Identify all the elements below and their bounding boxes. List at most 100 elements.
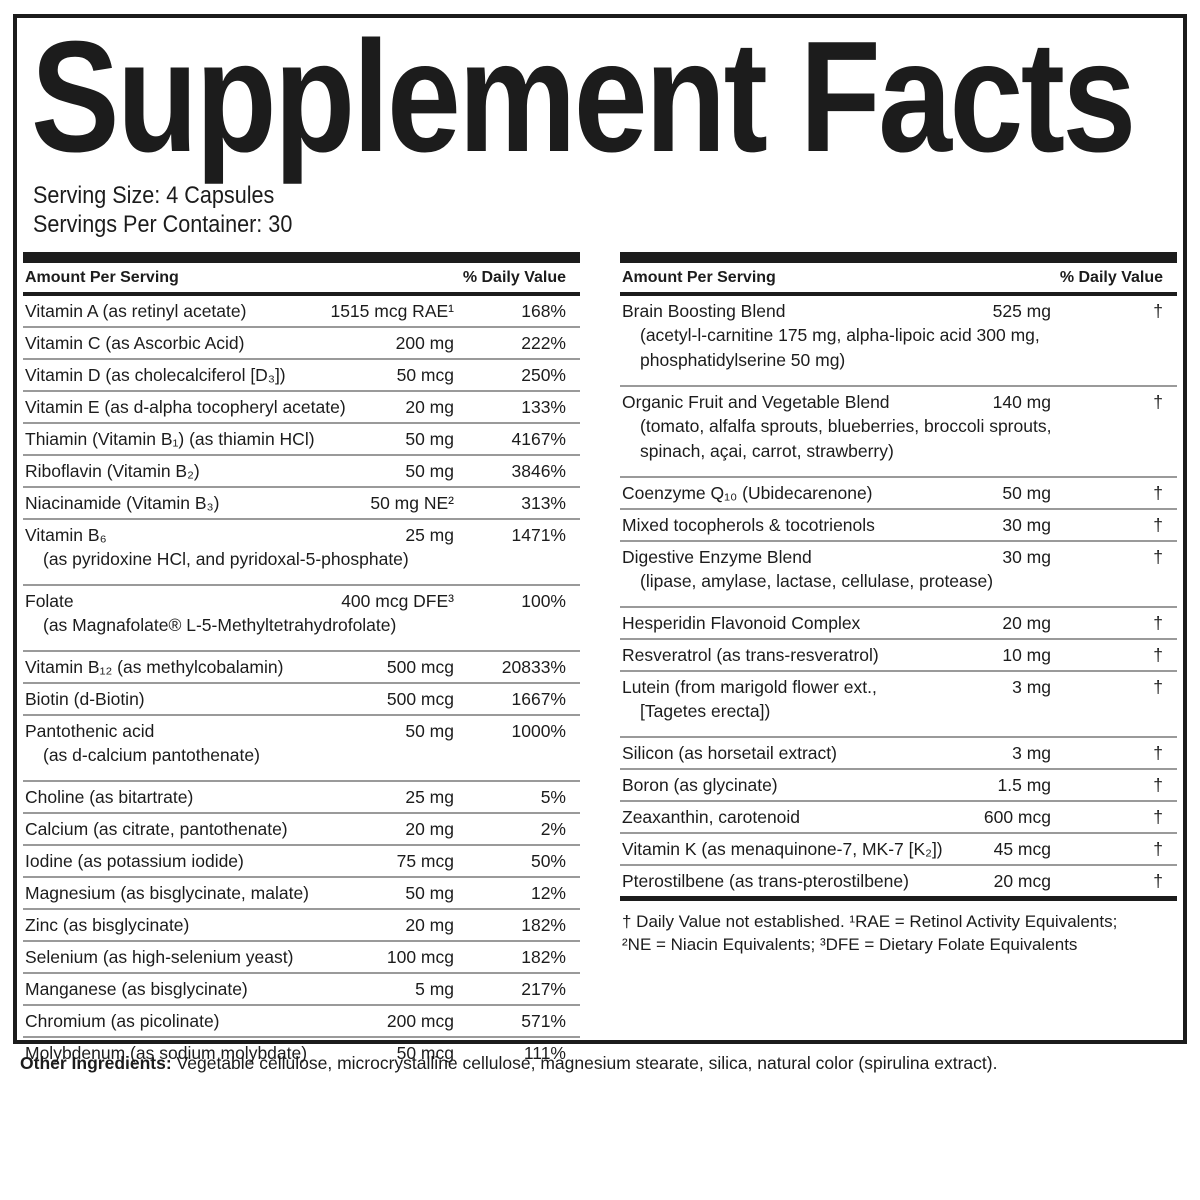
amount-value: 20 mg [405,819,454,839]
table-row: Resveratrol (as trans-resveratrol) 10 mg… [620,640,1177,672]
daily-value: 4167% [511,429,567,449]
table-row: Vitamin A (as retinyl acetate) 1515 mcg … [23,296,580,328]
daily-value: 1471% [511,525,567,545]
daily-value: 2% [540,819,566,839]
table-row: Vitamin C (as Ascorbic Acid) 200 mg 222% [23,328,580,360]
amount-value: 75 mcg [396,851,454,871]
daily-value: † [1153,839,1163,859]
header-bar [23,252,580,263]
table-row: Boron (as glycinate) 1.5 mg † [620,770,1177,802]
ingredient-name: Thiamin (Vitamin B₁) (as thiamin HCl) [25,429,315,449]
daily-value: 313% [521,493,566,513]
amount-value: 140 mg [992,392,1051,412]
header-bar [620,252,1177,263]
table-row: Vitamin K (as menaquinone-7, MK-7 [K₂]) … [620,834,1177,866]
ingredient-name: Vitamin E (as d-alpha tocopheryl acetate… [25,397,346,417]
table-row: Zeaxanthin, carotenoid 600 mcg † [620,802,1177,834]
table-row: Iodine (as potassium iodide) 75 mcg 50% [23,846,580,878]
table-rows: Brain Boosting Blend 525 mg † (acetyl-l-… [620,296,1177,896]
daily-value: 1000% [511,721,567,741]
amount-value: 25 mg [405,787,454,807]
table-row: Biotin (d-Biotin) 500 mcg 1667% [23,684,580,716]
daily-value: 5% [540,787,566,807]
daily-value: 50% [530,851,566,871]
daily-value: † [1153,677,1163,697]
other-ingredients-text: Vegetable cellulose, microcrystalline ce… [171,1053,998,1073]
daily-value: 182% [521,915,566,935]
table-row: Vitamin E (as d-alpha tocopheryl acetate… [23,392,580,424]
ingredient-detail: (tomato, alfalfa sprouts, blueberries, b… [640,416,1052,436]
amount-value: 50 mg [405,721,454,741]
ingredient-name: Mixed tocopherols & tocotrienols [622,515,875,535]
ingredient-name: Niacinamide (Vitamin B₃) [25,493,220,513]
table-row: Riboflavin (Vitamin B₂) 50 mg 3846% [23,456,580,488]
ingredient-name: Digestive Enzyme Blend [622,547,812,567]
table-row: Brain Boosting Blend 525 mg † (acetyl-l-… [620,296,1177,387]
amount-value: 5 mg [415,979,454,999]
ingredient-name: Iodine (as potassium iodide) [25,851,244,871]
table-row: Silicon (as horsetail extract) 3 mg † [620,738,1177,770]
daily-value: † [1153,547,1163,567]
ingredient-name: Resveratrol (as trans-resveratrol) [622,645,879,665]
table-row: Vitamin B₁₂ (as methylcobalamin) 500 mcg… [23,652,580,684]
supplement-table-right: Amount Per Serving % Daily Value Brain B… [620,252,1177,1068]
label-title: Supplement Facts [31,18,1177,176]
daily-value: 111% [523,1043,566,1063]
ingredient-name: Zeaxanthin, carotenoid [622,807,801,827]
ingredient-name: Chromium (as picolinate) [25,1011,220,1031]
amount-value: 1.5 mg [997,775,1052,795]
amount-value: 100 mcg [386,947,454,967]
daily-value: † [1153,775,1163,795]
ingredient-detail: (as pyridoxine HCl, and pyridoxal-5-phos… [43,549,409,569]
amount-value: 3 mg [1012,677,1051,697]
daily-value: 168% [521,301,566,321]
ingredient-name: Pterostilbene (as trans-pterostilbene) [622,871,909,891]
ingredient-name: Biotin (d-Biotin) [25,689,145,709]
ingredient-name: Hesperidin Flavonoid Complex [622,613,861,633]
ingredient-name: Brain Boosting Blend [622,301,786,321]
amount-value: 50 mg [405,883,454,903]
other-ingredients: Other Ingredients: Vegetable cellulose, … [20,1052,997,1074]
ingredient-name: Silicon (as horsetail extract) [622,743,837,763]
other-ingredients-label: Other Ingredients: [20,1053,172,1073]
ingredient-name: Selenium (as high-selenium yeast) [25,947,294,967]
ingredient-detail: (as d-calcium pantothenate) [43,745,260,765]
ingredient-detail: (acetyl-l-carnitine 175 mg, alpha-lipoic… [640,325,1040,345]
ingredient-name: Folate [25,591,74,611]
table-row: Calcium (as citrate, pantothenate) 20 mg… [23,814,580,846]
facts-columns: Amount Per Serving % Daily Value Vitamin… [23,252,1177,1068]
amount-value: 50 mcg [396,1043,454,1063]
table-row: Manganese (as bisglycinate) 5 mg 217% [23,974,580,1006]
ingredient-name: Choline (as bitartrate) [25,787,194,807]
amount-value: 20 mcg [993,871,1051,891]
ingredient-detail: spinach, açai, carrot, strawberry) [640,441,894,461]
ingredient-name: Vitamin D (as cholecalciferol [D₃]) [25,365,286,385]
ingredient-name: Coenzyme Q₁₀ (Ubidecarenone) [622,483,873,503]
daily-value: 3846% [511,461,567,481]
amount-value: 525 mg [992,301,1051,321]
amount-per-serving-label: Amount Per Serving [622,269,776,286]
ingredient-detail: phosphatidylserine 50 mg) [640,350,846,370]
amount-value: 30 mg [1002,515,1051,535]
table-row: Coenzyme Q₁₀ (Ubidecarenone) 50 mg † [620,478,1177,510]
daily-value: 100% [521,591,566,611]
amount-value: 45 mcg [993,839,1051,859]
daily-value: † [1153,483,1163,503]
table-row: Magnesium (as bisglycinate, malate) 50 m… [23,878,580,910]
daily-value: † [1153,515,1163,535]
ingredient-detail: [Tagetes erecta]) [640,701,771,721]
daily-value: † [1153,743,1163,763]
amount-value: 200 mcg [386,1011,454,1031]
table-row: Choline (as bitartrate) 25 mg 5% [23,782,580,814]
daily-value: 12% [530,883,566,903]
header-rule [620,292,1177,296]
amount-value: 50 mg NE² [370,493,454,513]
amount-value: 600 mcg [983,807,1051,827]
daily-value-label: % Daily Value [1059,269,1163,286]
table-row: Folate 400 mcg DFE³ 100% (as Magnafolate… [23,586,580,652]
amount-value: 50 mg [1002,483,1051,503]
daily-value: † [1153,613,1163,633]
daily-value: 133% [521,397,566,417]
ingredient-name: Lutein (from marigold flower ext., [622,677,877,697]
